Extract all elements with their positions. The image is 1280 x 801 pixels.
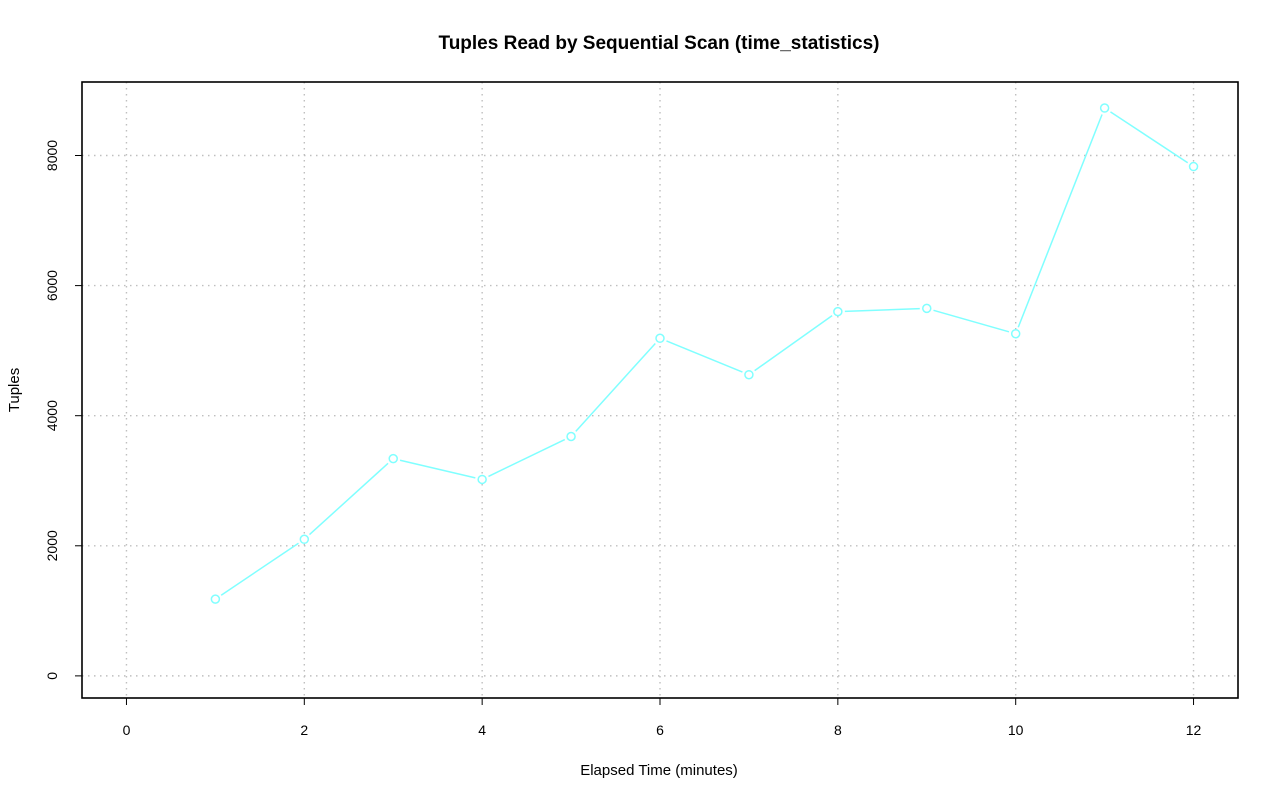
x-tick-label-5: 10 — [1008, 722, 1024, 738]
series-0-point-5 — [655, 333, 665, 344]
series-0-segment-7 — [844, 307, 920, 313]
series-0-point-7 — [833, 306, 843, 317]
x-tick-label-1: 2 — [300, 722, 308, 738]
x-tick-label-3: 6 — [656, 722, 664, 738]
y-tick-label-4: 8000 — [44, 140, 60, 171]
series-0-point-3 — [477, 474, 487, 485]
series-0-point-2 — [388, 453, 398, 464]
y-axis: 0 2000 4000 6000 8000 — [44, 140, 82, 680]
series-0-segment-5 — [666, 340, 743, 373]
series-0-segment-3 — [488, 438, 566, 478]
series-0-point-1 — [299, 534, 310, 545]
y-tick-label-0: 0 — [44, 672, 60, 680]
series-0-segment-9 — [1017, 114, 1103, 328]
series-0-point-4 — [566, 431, 576, 442]
y-tick-label-3: 6000 — [44, 270, 60, 301]
x-tick-label-2: 4 — [478, 722, 486, 738]
plot-area-frame — [81, 81, 1239, 699]
chart-title: Tuples Read by Sequential Scan (time_sta… — [439, 33, 880, 54]
y-tick-label-2: 4000 — [44, 400, 60, 431]
series-0-point-9 — [1010, 328, 1021, 339]
grid — [82, 82, 1238, 698]
series-0-segment-10 — [1110, 111, 1189, 164]
series-0-point-11 — [1188, 161, 1199, 172]
series-0-segment-2 — [399, 459, 476, 479]
x-tick-label-6: 12 — [1186, 722, 1202, 738]
x-tick-label-0: 0 — [123, 722, 131, 738]
series-0-point-8 — [922, 303, 932, 314]
series-0-segment-4 — [575, 342, 656, 432]
series-0-segment-6 — [754, 315, 833, 372]
x-tick-label-4: 8 — [834, 722, 842, 738]
y-tick-label-1: 2000 — [44, 530, 60, 561]
series-0-point-10 — [1099, 103, 1110, 113]
series-0-point-6 — [744, 369, 754, 380]
series-0-segment-1 — [308, 462, 389, 536]
series-layer — [210, 103, 1199, 604]
x-axis: 0 2 4 6 8 10 12 — [123, 698, 1202, 738]
x-axis-title: Elapsed Time (minutes) — [580, 762, 738, 779]
series-0-segment-0 — [220, 542, 299, 596]
series-0-point-0 — [210, 594, 221, 604]
y-axis-title: Tuples — [6, 368, 23, 412]
series-0-segment-8 — [933, 309, 1010, 333]
